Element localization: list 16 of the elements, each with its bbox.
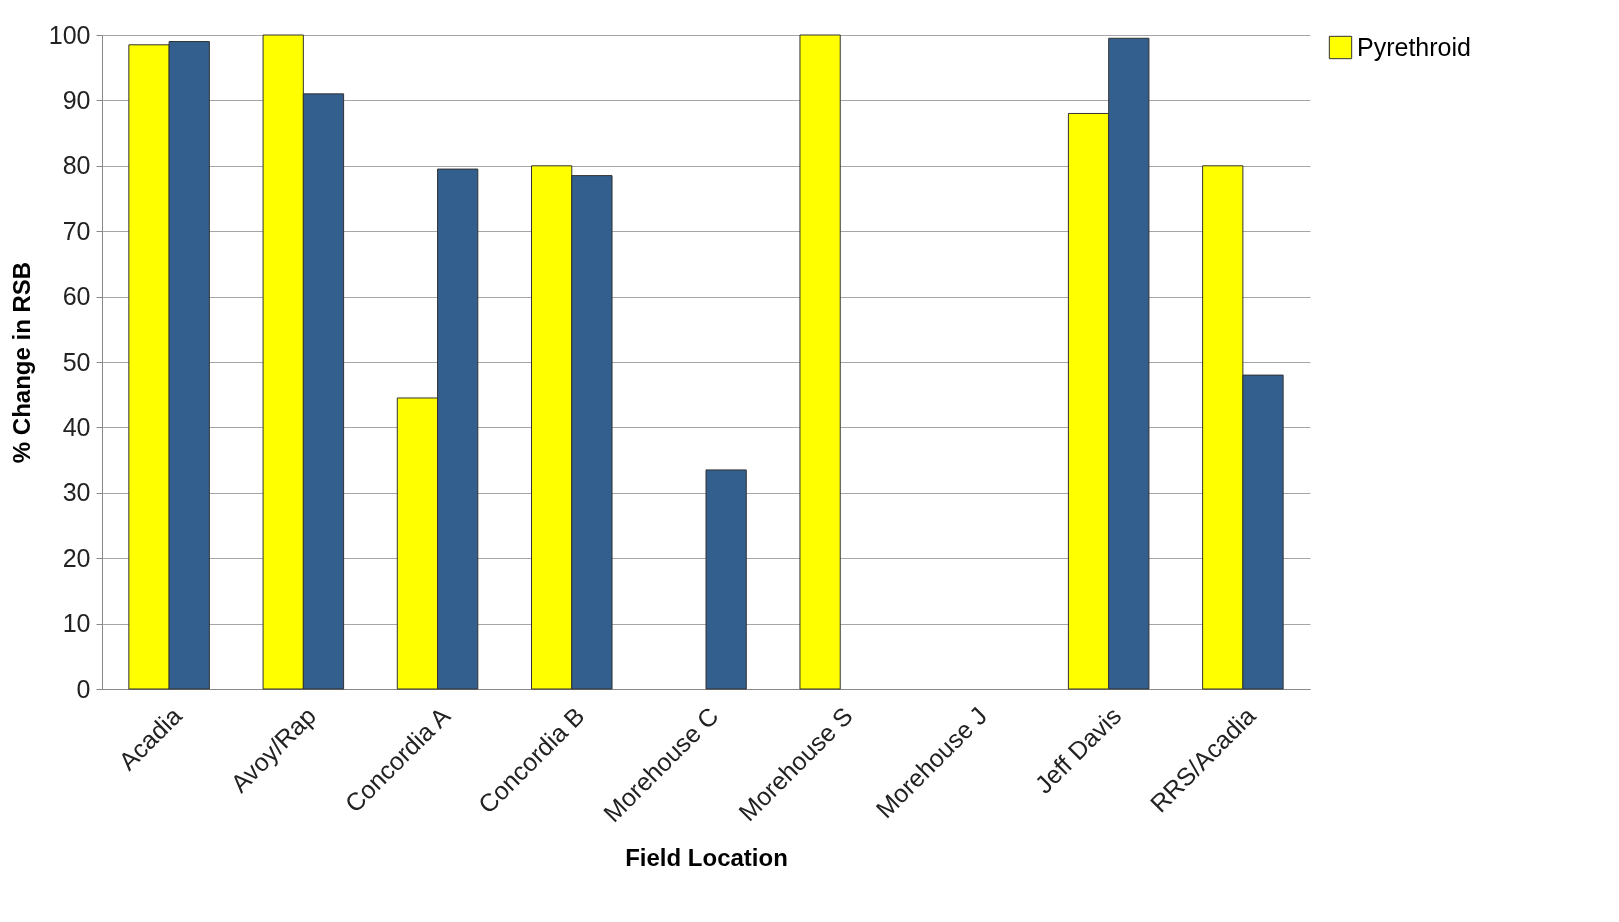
- y-tick-label: 50: [62, 347, 91, 376]
- y-tick-label: 90: [62, 85, 91, 114]
- y-axis-title: % Change in RSB: [7, 261, 35, 464]
- y-tick-label: 100: [48, 20, 91, 49]
- y-tick-label: 30: [62, 478, 91, 507]
- y-tick-label: 70: [62, 216, 91, 245]
- y-tick-label: 80: [62, 151, 91, 180]
- y-tick-label: 10: [62, 609, 91, 638]
- bar: [705, 469, 747, 690]
- y-tick-label: 0: [76, 674, 91, 703]
- bar: [799, 34, 841, 690]
- y-tick-label: 60: [62, 282, 91, 311]
- y-tick-label: 20: [62, 543, 91, 572]
- y-tick-label: 40: [62, 412, 91, 441]
- x-axis-title: Field Location: [625, 844, 788, 872]
- legend-label: Pyrethroid: [1357, 32, 1471, 61]
